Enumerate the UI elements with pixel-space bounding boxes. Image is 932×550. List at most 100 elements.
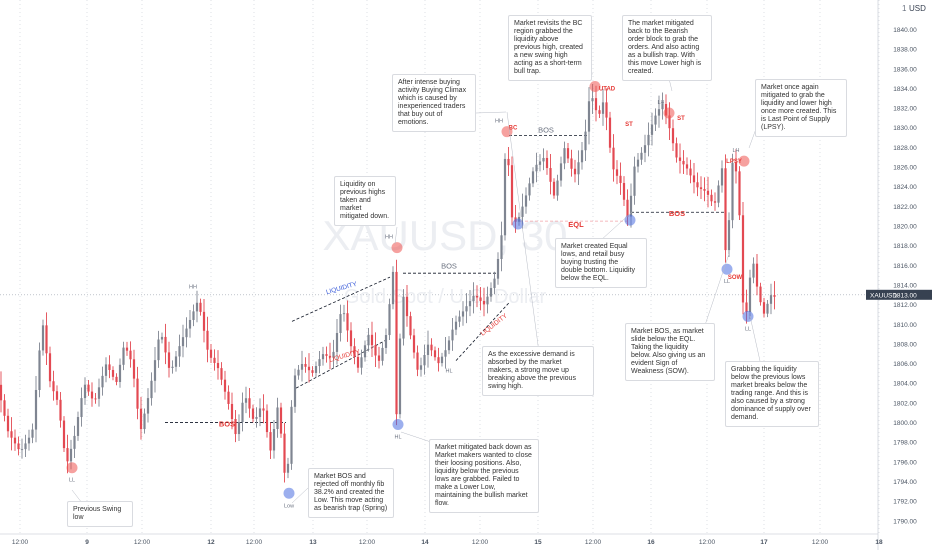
candle-body (185, 328, 188, 338)
candle-body (650, 124, 654, 135)
candle-body (412, 335, 416, 353)
price-axis-label: 1794.00 (893, 479, 917, 486)
candle-body (115, 376, 118, 383)
candle-body (209, 349, 213, 358)
candle-body (430, 344, 433, 351)
candle-body (279, 407, 283, 434)
candle-body (374, 345, 377, 356)
annotation-label-red: LPSY (726, 159, 742, 165)
candle-body (619, 175, 622, 183)
candle-body (734, 162, 738, 172)
swing-label: LL (724, 279, 730, 285)
candle-body (598, 110, 601, 114)
candle-body (66, 448, 69, 462)
candle-body (13, 437, 17, 444)
candle-body (69, 448, 73, 462)
candle-body (748, 277, 752, 312)
candle-body (573, 168, 577, 175)
candle-body (332, 351, 335, 358)
candle-body (710, 194, 713, 202)
candle-body (38, 350, 41, 390)
candle-body (405, 296, 409, 317)
time-axis-label: 17 (760, 539, 768, 546)
price-axis-label: 1822.00 (893, 204, 917, 211)
price-axis-label: 1810.00 (893, 322, 917, 329)
candle-body (188, 319, 192, 329)
candle-body (458, 316, 461, 322)
candle-body (286, 463, 290, 473)
candle-body (622, 182, 626, 200)
candle-body (640, 152, 643, 160)
note-liquidity-highs: Liquidity on previous highs taken and ma… (334, 176, 396, 226)
note-grabbing-liquidity: Grabbing the liquidity below the previou… (725, 361, 819, 427)
candle-body (335, 332, 339, 352)
note-mitigated-back: Market mitigated back down as Market mak… (429, 439, 539, 513)
note-equal-lows: Market created Equal lows, and retail bu… (555, 238, 647, 288)
candle-body (248, 398, 251, 409)
candle-body (528, 183, 531, 196)
candle-body (367, 334, 370, 346)
swing-label: Low (284, 503, 294, 509)
candle-body (500, 235, 503, 260)
candle-body (717, 185, 720, 203)
liquidity-trendline-upper (291, 276, 391, 322)
candle-body (696, 182, 699, 188)
note-buying-climax: After intense buying activity Buying Cli… (392, 74, 476, 132)
candle-body (699, 187, 703, 190)
candle-body (255, 417, 258, 419)
swing-marker (391, 242, 403, 254)
candle-body (493, 278, 496, 289)
time-axis-label: 12:00 (359, 539, 376, 546)
candle-body (307, 366, 311, 371)
candle-body (290, 406, 293, 464)
candle-body (328, 355, 332, 358)
price-axis-label: 1824.00 (893, 184, 917, 191)
time-axis-label: 15 (534, 539, 542, 546)
note-previous-swing-low: Previous Swing low (67, 501, 133, 527)
candle-body (675, 143, 678, 158)
candle-body (437, 357, 440, 364)
candle-body (283, 433, 286, 473)
candle-body (444, 350, 447, 357)
note-leader-line (749, 315, 761, 362)
candle-body (426, 344, 430, 355)
candle-body (594, 98, 598, 111)
candle-body (157, 339, 160, 361)
candle-body (706, 190, 710, 195)
candle-body (59, 399, 62, 421)
candle-body (339, 314, 342, 333)
watermark-description: Gold Spot / U.S. Dollar (344, 286, 547, 308)
candle-body (52, 381, 55, 392)
swing-label: HL (445, 369, 452, 375)
candle-body (654, 115, 657, 125)
candle-body (580, 150, 584, 163)
note-lpsy: Market once again mitigated to grab the … (755, 79, 847, 137)
candle-body (304, 363, 307, 367)
candle-body (146, 398, 150, 414)
candle-body (17, 443, 20, 450)
candle-body (692, 175, 696, 183)
candle-body (321, 354, 325, 360)
price-axis-label: 1816.00 (893, 263, 917, 270)
candle-body (6, 415, 10, 432)
candle-body (398, 338, 402, 415)
candle-body (727, 220, 731, 251)
candle-body (496, 259, 500, 279)
candle-body (566, 148, 570, 159)
time-axis-label: 14 (421, 539, 429, 546)
candle-body (577, 162, 580, 175)
time-axis-label: 18 (875, 539, 883, 546)
candle-body (10, 431, 13, 438)
candle-body (395, 271, 398, 415)
annotation-label-red: BOS (669, 209, 685, 218)
candle-body (216, 362, 220, 369)
candle-body (657, 109, 661, 116)
candle-body (584, 131, 587, 151)
candle-body (636, 159, 640, 167)
candle-body (111, 369, 115, 377)
note-sow: Market BOS, as market slide below the EQ… (625, 323, 715, 381)
candle-body (269, 432, 272, 451)
candle-body (769, 295, 773, 304)
current-price-tag (866, 289, 932, 300)
candle-body (160, 336, 164, 340)
